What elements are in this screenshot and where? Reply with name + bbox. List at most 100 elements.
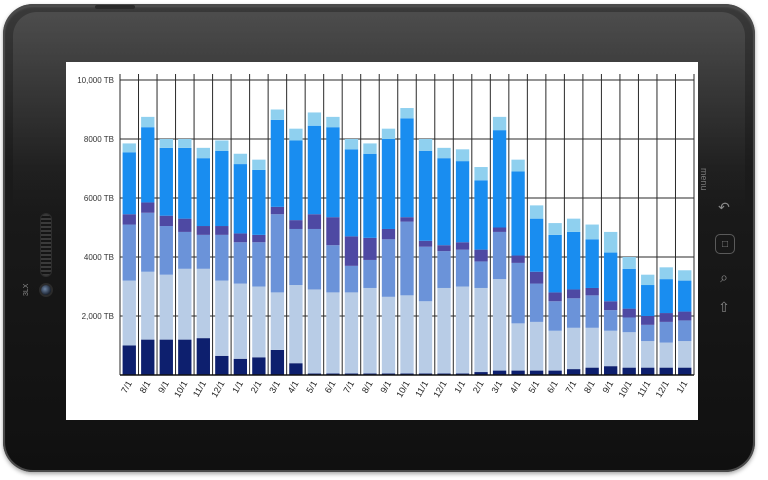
bar-segment xyxy=(122,345,136,375)
bar-segment xyxy=(196,234,210,269)
bar-segment xyxy=(604,310,618,331)
bar-segment xyxy=(566,327,581,370)
bar-segment xyxy=(233,358,248,375)
x-tick-label: 4/1 xyxy=(286,379,301,395)
bar-segment xyxy=(270,349,285,375)
bar-segment xyxy=(381,239,396,297)
bar-segment xyxy=(252,357,266,375)
bar-segment xyxy=(585,224,599,240)
bar-segment xyxy=(289,228,303,286)
x-tick-label: 5/1 xyxy=(304,379,319,395)
x-tick-label: 2/1 xyxy=(249,379,264,395)
bar-segment xyxy=(511,323,525,371)
bar-segment xyxy=(196,338,210,375)
bar-segment xyxy=(233,164,248,234)
bar-segment xyxy=(215,140,229,151)
bar-segment xyxy=(141,127,155,203)
x-tick-label: 6/1 xyxy=(545,379,560,395)
bar-segment xyxy=(455,249,470,287)
bar-segment xyxy=(529,205,544,219)
bar-segment xyxy=(252,286,266,358)
bar-segment xyxy=(566,298,581,328)
y-tick-label: 8000 TB xyxy=(84,135,114,144)
x-tick-label: 6/1 xyxy=(323,379,338,395)
bar-segment xyxy=(178,218,192,232)
bar-segment xyxy=(159,339,173,375)
bar-segment xyxy=(604,330,618,367)
search-icon[interactable]: ⌕ xyxy=(720,268,728,285)
bar-segment xyxy=(437,287,451,374)
x-tick-label: 11/1 xyxy=(191,379,208,399)
bar-segment xyxy=(492,116,507,131)
bar-segment xyxy=(418,139,433,151)
x-tick-label: 3/1 xyxy=(267,379,282,395)
bar-segment xyxy=(418,301,433,374)
x-tick-label: 1/1 xyxy=(675,379,690,395)
y-tick-label: 6000 TB xyxy=(84,194,114,203)
back-arrow-icon[interactable]: ↶ xyxy=(718,198,730,215)
bar-segment xyxy=(141,339,155,375)
bar-segment xyxy=(529,271,544,284)
bar-segment xyxy=(344,265,359,293)
x-tick-label: 3/1 xyxy=(489,379,504,395)
bar-segment xyxy=(307,125,322,215)
bar-segment xyxy=(641,324,655,342)
bar-segment xyxy=(548,330,562,371)
bar-segment xyxy=(122,224,136,281)
bar-segment xyxy=(326,217,340,246)
bar-segment xyxy=(381,296,396,374)
x-tick-label: 11/1 xyxy=(413,379,430,399)
bar-segment xyxy=(363,143,377,154)
bar-segment xyxy=(196,226,210,235)
bar-segment xyxy=(622,367,636,375)
bar-segment xyxy=(252,234,266,243)
bar-segment xyxy=(659,367,673,375)
bar-segment xyxy=(474,249,488,262)
power-button[interactable] xyxy=(95,5,135,9)
y-tick-label: 4000 TB xyxy=(84,253,114,262)
home-icon[interactable]: □ xyxy=(715,234,735,254)
bar-segment xyxy=(215,280,229,356)
bar-segment xyxy=(344,292,359,374)
bar-segment xyxy=(141,116,155,128)
bar-segment xyxy=(270,292,285,350)
bar-segment xyxy=(455,242,470,250)
bar-segment xyxy=(474,261,488,288)
bar-segment xyxy=(252,159,266,170)
bar-segment xyxy=(326,127,340,218)
bar-segment xyxy=(326,116,340,128)
bar-segment xyxy=(455,149,470,162)
bar-segment xyxy=(289,128,303,141)
bar-segment xyxy=(122,143,136,153)
bar-segment xyxy=(400,118,414,218)
bar-segment xyxy=(122,152,136,215)
bar-segment xyxy=(141,202,155,213)
bar-segment xyxy=(511,159,525,172)
x-tick-label: 8/1 xyxy=(360,379,375,395)
bar-segment xyxy=(585,295,599,328)
x-tick-label: 10/1 xyxy=(394,379,411,399)
bar-segment xyxy=(252,169,266,235)
bar-segment xyxy=(604,252,618,302)
bar-segment xyxy=(363,287,377,374)
bar-segment xyxy=(641,316,655,325)
bar-segment xyxy=(641,341,655,368)
x-tick-label: 7/1 xyxy=(119,379,134,395)
tablet-screen: 2,000 TB 4000 TB 6000 TB 8000 TB 10,000 TB 7/… xyxy=(66,62,698,420)
x-tick-label: 5/1 xyxy=(526,379,541,395)
bar-segment xyxy=(307,214,322,229)
bar-segment xyxy=(437,158,451,246)
bar-segment xyxy=(307,289,322,374)
x-tick-label: 10/1 xyxy=(616,379,633,399)
bar-segment xyxy=(511,255,525,263)
bar-segment xyxy=(548,223,562,235)
bar-segment xyxy=(622,332,636,368)
x-tick-label: 12/1 xyxy=(654,379,671,399)
bar-segment xyxy=(585,239,599,288)
up-arrow-icon[interactable]: ⇧ xyxy=(718,298,730,315)
bar-segment xyxy=(215,234,229,281)
bar-segment xyxy=(344,149,359,237)
bar-segment xyxy=(678,367,692,375)
bar-segment xyxy=(215,150,229,227)
bar-segment xyxy=(492,227,507,232)
